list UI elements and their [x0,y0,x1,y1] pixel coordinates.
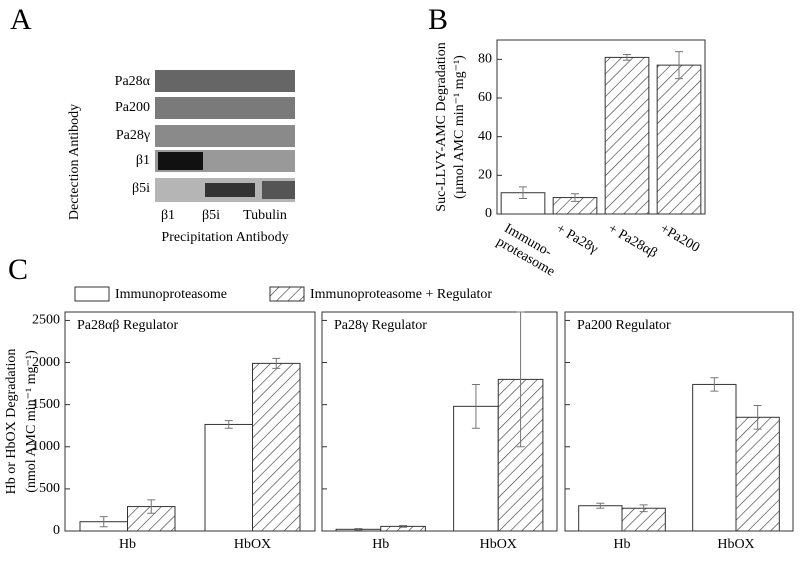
x-tick-label: Hb [119,537,136,552]
y-tick-label: 0 [53,523,60,538]
legend-label: Immunoproteasome [115,287,227,302]
y-axis-label: (µmol AMC min⁻¹ mg⁻¹) [452,55,467,199]
row-label: Pa28α [115,74,151,89]
error-bar [623,54,631,61]
column-label: β5i [202,208,220,223]
x-tick-label: + Pa28γ [553,221,600,257]
x-tick-label: HbOX [480,537,517,552]
y-axis-label: (nmol AMC min⁻¹ mg⁻¹) [24,350,39,493]
error-bar [272,357,281,369]
error-bar [596,502,605,509]
bar [578,505,623,532]
error-bar [224,420,233,429]
plot-frame [496,39,706,215]
x-tick-label: +Pa200 [657,221,702,255]
error-bar [471,383,480,429]
x-tick-label: HbOX [234,537,271,552]
bar [735,416,780,532]
y-tick-label: 80 [478,52,492,67]
y-tick-label: 500 [39,481,60,496]
legend-label: Immunoproteasome + Regulator [310,287,492,302]
error-bar [753,404,762,430]
x-tick-label: Hb [613,537,630,552]
error-bar [519,186,527,200]
bar [692,383,737,532]
chart-title: Pa200 Regulator [577,318,671,333]
row-label: β1 [136,153,150,168]
plot-frame [564,311,794,532]
y-tick-label: 2000 [32,355,60,370]
bar [656,64,702,215]
error-bar [710,377,719,392]
chart-title: Pa28αβ Regulator [77,318,179,333]
y-tick-label: 0 [485,206,492,221]
error-bar [639,504,648,513]
row-label: Pa28γ [116,128,150,143]
y-tick-label: 1500 [32,397,60,412]
y-tick-label: 1000 [32,439,60,454]
error-bar [675,51,683,80]
panel-letter: C [8,253,28,286]
panel-letter: A [10,3,32,36]
error-bar [354,527,363,531]
plot-frame [64,311,316,532]
y-tick-label: 20 [478,168,492,183]
bar [604,56,650,215]
error-bar [399,525,408,528]
y-axis-label: Hb or HbOX Degradation [4,349,19,495]
row-label: β5i [132,181,150,196]
x-tick-label: + Pa28αβ [605,221,659,261]
x-tick-label: HbOX [717,537,754,552]
error-bar [147,499,156,514]
row-label: Pa200 [115,100,150,115]
blot [155,70,295,202]
legend-swatch [74,286,110,302]
bar [204,423,253,532]
column-label: Tubulin [243,208,287,223]
error-bar [99,516,108,528]
plot-frame [321,311,558,532]
column-label: β1 [161,208,175,223]
bar [252,362,301,532]
y-tick-label: 40 [478,129,492,144]
x-axis-label: Precipitation Antibody [161,230,288,245]
error-bar [571,193,579,202]
y-tick-label: 60 [478,90,492,105]
error-bar [516,311,525,448]
x-tick-label: Immuno-proteasome [494,221,565,280]
y-axis-label: Suc-LLVY-AMC Degradation [434,42,449,211]
x-tick-label: Hb [372,537,389,552]
y-tick-label: 2500 [32,313,60,328]
chart-title: Pa28γ Regulator [334,318,427,333]
legend-swatch [269,286,305,302]
y-axis-label: Dectection Antibody [67,104,82,220]
panel-letter: B [428,3,448,36]
